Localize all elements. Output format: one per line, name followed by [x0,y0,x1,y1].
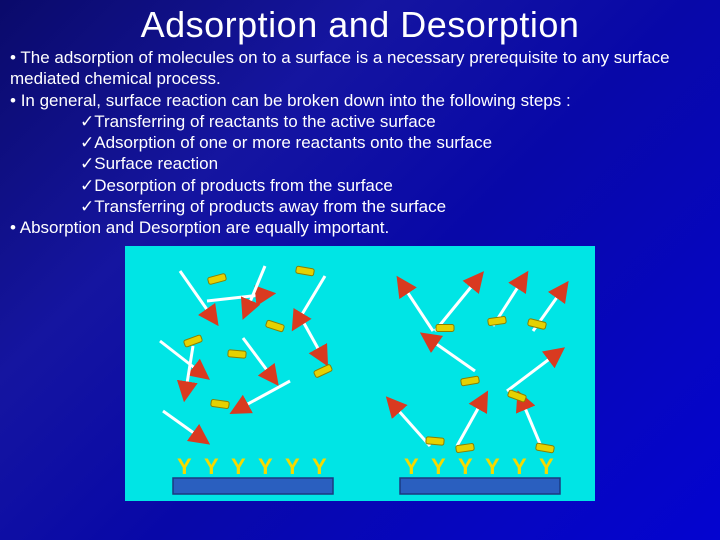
check-3-text: Surface reaction [94,154,218,173]
body-text-block: • The adsorption of molecules on to a su… [0,46,720,238]
check-2: ✓Adsorption of one or more reactants ont… [80,132,710,153]
check-1: ✓Transferring of reactants to the active… [80,111,710,132]
bullet-1: • The adsorption of molecules on to a su… [10,47,710,90]
svg-text:Y: Y [458,454,473,479]
svg-text:Y: Y [539,454,554,479]
bullet-2-text: In general, surface reaction can be brok… [21,91,571,110]
svg-text:Y: Y [312,454,327,479]
bullet-3: • Absorption and Desorption are equally … [10,217,710,238]
svg-text:Y: Y [485,454,500,479]
svg-text:Y: Y [431,454,446,479]
checkmark-icon: ✓ [80,176,94,195]
check-1-text: Transferring of reactants to the active … [94,112,435,131]
checkmark-icon: ✓ [80,133,94,152]
svg-text:Y: Y [404,454,419,479]
diagram-svg: YYYYYYYYYYYY [125,246,595,501]
check-2-text: Adsorption of one or more reactants onto… [94,133,492,152]
check-4: ✓Desorption of products from the surface [80,175,710,196]
svg-text:Y: Y [204,454,219,479]
checkmark-icon: ✓ [80,197,94,216]
slide-title: Adsorption and Desorption [0,0,720,46]
check-5: ✓Transferring of products away from the … [80,196,710,217]
diagram: YYYYYYYYYYYY [125,246,595,501]
bullet-3-text: Absorption and Desorption are equally im… [20,218,390,237]
slide: Adsorption and Desorption • The adsorpti… [0,0,720,540]
check-3: ✓Surface reaction [80,153,710,174]
bullet-1-text: The adsorption of molecules on to a surf… [10,48,670,88]
svg-text:Y: Y [177,454,192,479]
svg-text:Y: Y [512,454,527,479]
svg-text:Y: Y [285,454,300,479]
svg-text:Y: Y [231,454,246,479]
checkmark-icon: ✓ [80,112,94,131]
check-5-text: Transferring of products away from the s… [94,197,446,216]
svg-text:Y: Y [258,454,273,479]
checkmark-icon: ✓ [80,154,94,173]
check-4-text: Desorption of products from the surface [94,176,393,195]
bullet-2: • In general, surface reaction can be br… [10,90,710,111]
